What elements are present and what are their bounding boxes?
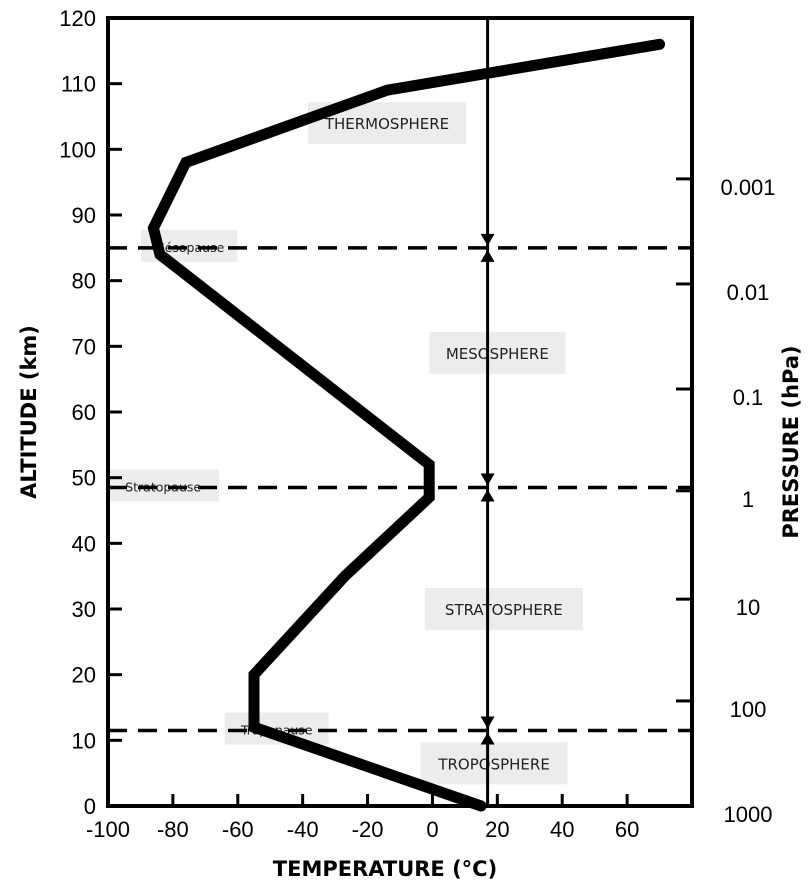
boundary-lines	[108, 246, 692, 733]
x-tick-label: 20	[485, 817, 509, 842]
y-tick-label: 10	[72, 728, 96, 753]
layer-label: STRATOSPHERE	[445, 601, 563, 619]
pressure-tick-label: 0.1	[733, 385, 764, 410]
arrowhead-down	[480, 716, 495, 729]
layer-label-box	[424, 588, 583, 630]
y-tick-label: 40	[72, 531, 96, 556]
y-tick-label: 120	[59, 6, 96, 31]
y-tick-label: 50	[72, 466, 96, 491]
y-axis-ticks: 0 10 20 30 40 50 60 70 80 90 100 110 120	[59, 6, 122, 819]
temperature-line	[147, 38, 666, 812]
arrowhead-down	[480, 233, 495, 246]
boundary-label: Stratopause	[125, 480, 201, 495]
boundary-label: Mésopause	[154, 240, 225, 255]
y-tick-label: 30	[72, 597, 96, 622]
data-point	[253, 726, 255, 728]
pressure-tick-label: 1000	[724, 802, 773, 827]
data-point	[253, 674, 255, 676]
pressure-tick-label: 100	[730, 697, 767, 722]
data-point	[659, 43, 661, 45]
data-point	[152, 227, 154, 229]
x-tick-label: -20	[352, 817, 384, 842]
arrowhead-up	[480, 489, 495, 502]
data-point	[386, 89, 388, 91]
x-tick-label: 40	[550, 817, 574, 842]
y-tick-label: 70	[72, 334, 96, 359]
x-tick-label: -100	[86, 817, 130, 842]
y-axis-title: ALTITUDE (km)	[17, 325, 41, 499]
temperature-profile	[147, 38, 666, 812]
x-tick-label: -80	[157, 817, 189, 842]
boundary-label-box	[107, 469, 220, 502]
y-tick-label: 80	[72, 269, 96, 294]
data-point	[428, 496, 430, 498]
arrowhead-up	[480, 249, 495, 262]
layer-label: TROPOSPHERE	[437, 755, 549, 773]
layer-labels: TROPOSPHERE STRATOSPHERE MESOSPHERE THERMOS…	[308, 102, 583, 785]
y-tick-label: 0	[84, 794, 96, 819]
y-tick-label: 60	[72, 400, 96, 425]
arrowhead-up	[480, 732, 495, 745]
pressure-axis-title: PRESSURE (hPa)	[779, 345, 803, 538]
pressure-tick-label: 10	[736, 595, 760, 620]
layer-label-box	[429, 331, 566, 374]
x-tick-label: -60	[222, 817, 254, 842]
reference-line	[480, 18, 495, 806]
x-tick-label: -40	[287, 817, 319, 842]
arrowhead-down	[480, 473, 495, 486]
layer-label: THERMOSPHERE	[324, 115, 449, 133]
data-point	[344, 575, 346, 577]
pressure-tick-label: 0.01	[727, 280, 770, 305]
x-tick-label: 60	[615, 817, 639, 842]
x-axis-ticks: -100 -80 -60 -40 -20 0 20 40 60	[86, 794, 639, 842]
data-point	[428, 464, 430, 466]
pressure-axis-ticks: 1000 100 10 1 0.1 0.01 0.001	[676, 175, 776, 827]
x-axis-title: TEMPERATURE (°C)	[273, 857, 497, 881]
x-tick-label: 0	[426, 817, 438, 842]
y-tick-label: 20	[72, 663, 96, 688]
pressure-tick-label: 1	[742, 487, 754, 512]
y-tick-label: 90	[72, 203, 96, 228]
pressure-tick-label: 0.001	[720, 175, 775, 200]
layer-label-box	[420, 742, 568, 785]
y-tick-label: 110	[61, 72, 96, 97]
data-point	[159, 253, 161, 255]
layer-label: MESOSPHERE	[446, 345, 549, 363]
y-tick-label: 100	[59, 137, 96, 162]
data-point	[185, 161, 187, 163]
